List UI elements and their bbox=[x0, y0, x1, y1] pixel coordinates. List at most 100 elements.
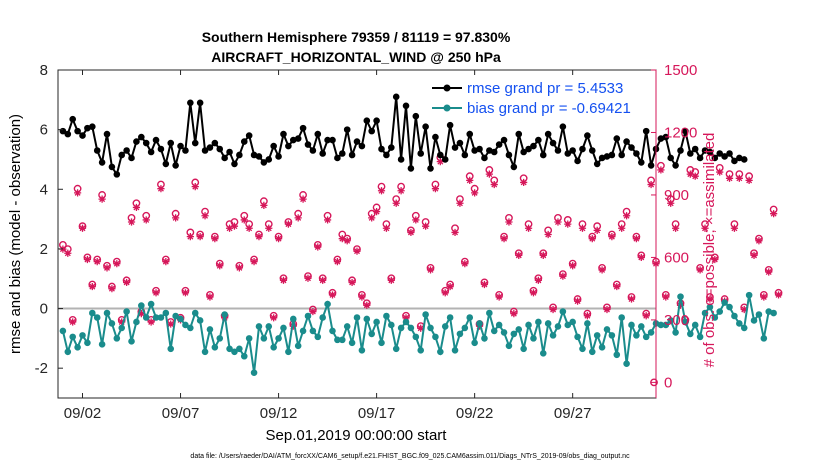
obs-assimilated-marker bbox=[382, 224, 391, 232]
bias-series-point bbox=[216, 335, 224, 342]
bias-series-point bbox=[721, 299, 728, 306]
rmse-series-point bbox=[280, 130, 287, 138]
obs-assimilated-marker bbox=[284, 220, 292, 228]
rmse-series-point bbox=[103, 130, 111, 138]
obs-assimilated-marker bbox=[353, 247, 361, 255]
obs-assimilated-marker bbox=[598, 266, 606, 274]
rmse-series-point bbox=[740, 156, 748, 163]
bias-series-point bbox=[157, 314, 165, 321]
rmse-series-point bbox=[667, 154, 675, 162]
obs-assimilated-marker bbox=[667, 199, 675, 207]
obs-assimilated-marker bbox=[701, 224, 709, 232]
obs-assimilated-marker bbox=[647, 180, 655, 189]
bias-series-point bbox=[383, 312, 390, 320]
bias-series-point bbox=[172, 312, 179, 320]
bias-series-point bbox=[618, 314, 625, 321]
rmse-series-point bbox=[216, 145, 224, 153]
rmse-series-point bbox=[402, 102, 410, 110]
rmse-series-point bbox=[93, 147, 101, 154]
obs-assimilated-marker bbox=[230, 222, 239, 230]
obs-assimilated-marker bbox=[387, 276, 395, 284]
obs-assimilated-marker bbox=[147, 318, 155, 326]
rmse-series-point bbox=[255, 153, 263, 160]
bias-series-point bbox=[59, 327, 67, 335]
obs-assimilated-marker bbox=[88, 282, 96, 291]
obs-assimilated-marker bbox=[201, 212, 209, 220]
obs-assimilated-marker bbox=[573, 297, 582, 305]
rmse-series-point bbox=[206, 144, 214, 151]
bias-series-point bbox=[245, 335, 253, 342]
bias-series-point bbox=[687, 330, 694, 338]
bias-series-point bbox=[437, 348, 444, 356]
obs-assimilated-marker bbox=[211, 235, 219, 243]
x-tick-label: 09/17 bbox=[358, 405, 396, 422]
bias-series-point bbox=[701, 309, 709, 317]
rmse-series-point bbox=[309, 147, 317, 154]
obs-assimilated-marker bbox=[471, 189, 479, 197]
obs-assimilated-marker bbox=[730, 224, 739, 232]
obs-assimilated-marker bbox=[412, 216, 420, 224]
chart-title-line2: AIRCRAFT_HORIZONTAL_WIND @ 250 hPa bbox=[211, 49, 501, 65]
y-tick-label: 4 bbox=[40, 181, 48, 198]
rmse-series-point bbox=[187, 99, 194, 107]
rmse-series-point bbox=[466, 130, 474, 138]
bias-series-point bbox=[270, 344, 277, 351]
bias-series-point bbox=[569, 318, 576, 326]
rmse-series-point bbox=[461, 151, 469, 159]
rmse-series-point bbox=[142, 139, 150, 147]
obs-assimilated-marker bbox=[564, 220, 572, 228]
obs-assimilated-marker bbox=[417, 324, 425, 332]
rmse-series-point bbox=[236, 151, 243, 159]
bias-series-point bbox=[182, 321, 189, 329]
bias-series-point bbox=[564, 321, 572, 329]
bias-series-point bbox=[187, 324, 194, 332]
rmse-series-point bbox=[363, 117, 371, 124]
rmse-series-point bbox=[613, 135, 621, 142]
obs-assimilated-marker bbox=[397, 187, 405, 195]
bias-series-point bbox=[584, 320, 591, 327]
obs-assimilated-marker bbox=[157, 185, 165, 193]
rmse-series-point bbox=[240, 138, 248, 145]
rmse-series-point bbox=[628, 144, 635, 151]
bias-series-point bbox=[530, 335, 537, 342]
rmse-series-point bbox=[407, 165, 415, 172]
rmse-series-point bbox=[128, 154, 135, 162]
obs-assimilated-marker bbox=[206, 293, 214, 301]
rmse-series-point bbox=[89, 123, 96, 130]
y2-tick-label: 1200 bbox=[664, 124, 697, 141]
obs-assimilated-marker bbox=[451, 228, 459, 237]
rmse-series-point bbox=[623, 138, 630, 145]
y-tick-label: 2 bbox=[40, 241, 48, 258]
bias-series-point bbox=[231, 348, 238, 356]
rmse-series-point bbox=[559, 123, 567, 130]
rmse-series-point bbox=[682, 127, 689, 135]
rmse-series-point bbox=[456, 139, 464, 147]
bias-series-point bbox=[128, 338, 135, 345]
bias-series-point bbox=[138, 302, 145, 309]
obs-assimilated-marker bbox=[456, 199, 464, 207]
rmse-series-point bbox=[588, 147, 596, 154]
rmse-series-point bbox=[378, 145, 385, 153]
obs-assimilated-marker bbox=[461, 260, 469, 268]
obs-assimilated-marker bbox=[235, 264, 243, 272]
obs-assimilated-marker bbox=[64, 249, 72, 257]
obs-assimilated-marker bbox=[118, 318, 126, 326]
bias-series-point bbox=[108, 320, 116, 327]
bias-series-point bbox=[731, 312, 738, 320]
rmse-series-point bbox=[64, 130, 72, 138]
obs-assimilated-marker bbox=[314, 243, 322, 251]
rmse-series-point bbox=[539, 151, 547, 159]
bias-series-point bbox=[343, 323, 351, 330]
bias-series-point bbox=[98, 341, 106, 348]
obs-assimilated-marker bbox=[495, 293, 503, 301]
bias-series-point bbox=[628, 321, 635, 329]
obs-assimilated-marker bbox=[270, 314, 278, 322]
bias-series-point bbox=[682, 318, 689, 326]
bias-series-point bbox=[525, 321, 532, 329]
bias-series-point bbox=[740, 324, 748, 332]
bias-series-point bbox=[69, 333, 77, 341]
bias-series-point bbox=[206, 326, 214, 333]
rmse-series-point bbox=[147, 148, 155, 156]
x-tick-label: 09/22 bbox=[456, 405, 494, 422]
rmse-series-point bbox=[201, 147, 209, 154]
